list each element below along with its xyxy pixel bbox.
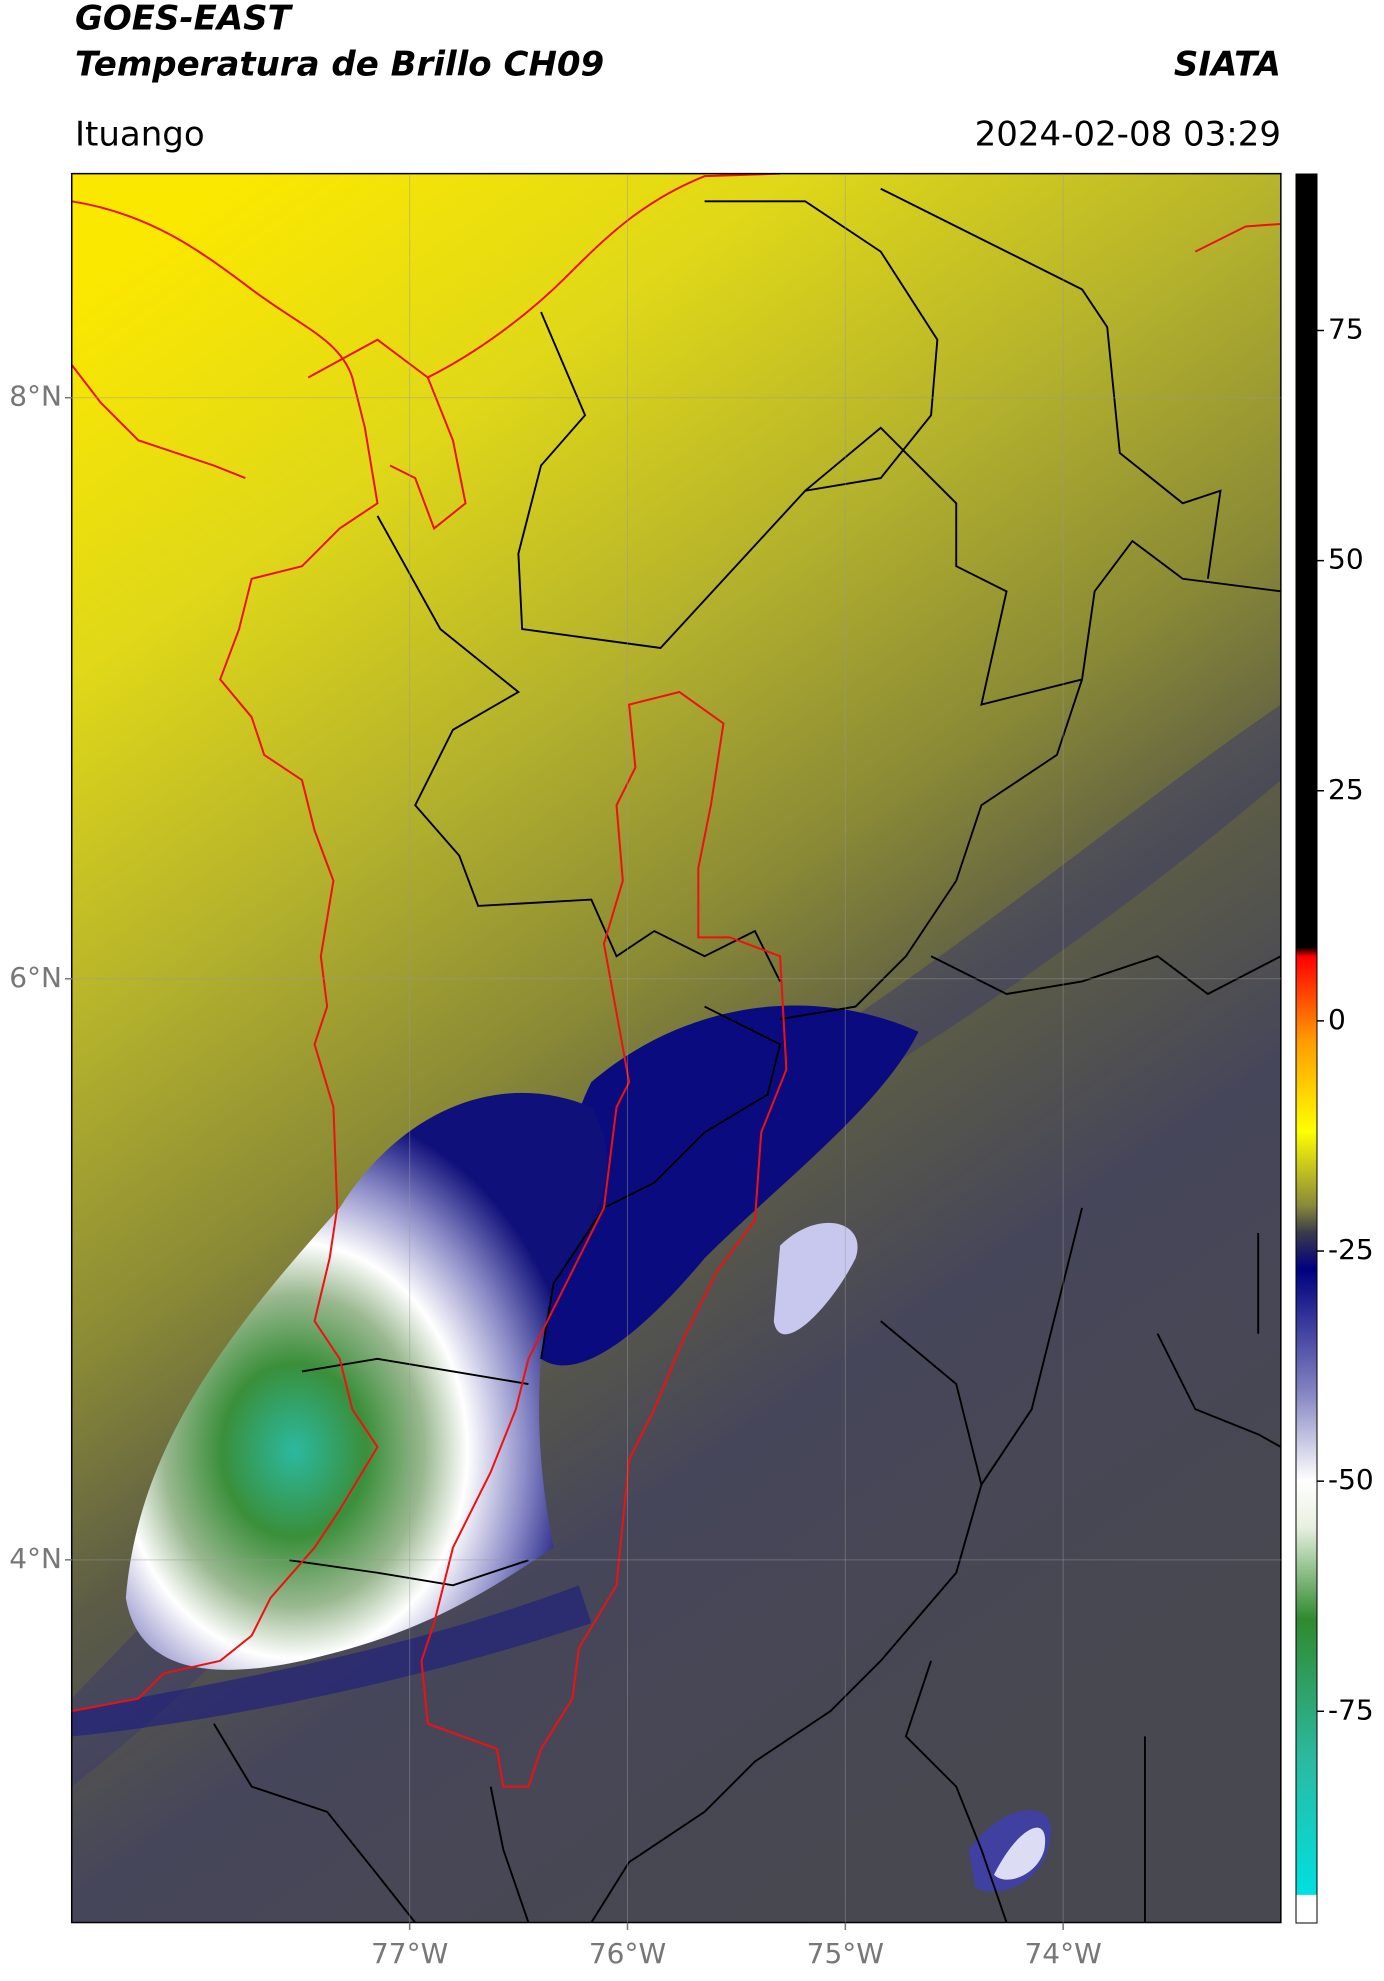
colorbar-tick-label: 25 — [1328, 773, 1364, 806]
colorbar-tick-label: -50 — [1328, 1463, 1374, 1496]
colorbar-tick-label: -25 — [1328, 1233, 1374, 1266]
lat-tick-label: 6°N — [9, 961, 62, 994]
colorbar-tick-label: 50 — [1328, 543, 1364, 576]
datetime: 2024-02-08 03:29 — [975, 115, 1281, 155]
title: GOES-EAST — [75, 0, 294, 39]
lon-tick-label: 76°W — [589, 1937, 666, 1970]
lon-tick-label: 74°W — [1024, 1937, 1101, 1970]
colorbar-tick-label: 75 — [1328, 312, 1364, 345]
lon-tick-label: 77°W — [371, 1937, 448, 1970]
subtitle: Temperatura de Brillo CH09 — [75, 45, 604, 85]
colorbar-scale — [1295, 173, 1318, 1924]
region: Ituango — [75, 115, 205, 155]
source: SIATA — [1174, 45, 1281, 85]
lon-tick-label: 75°W — [807, 1937, 884, 1970]
colorbar: 75 50 25 0 -25 -50 -75 — [1295, 173, 1374, 1924]
colorbar-tick-label: -75 — [1328, 1693, 1374, 1726]
grid: 8°N 6°N 4°N 77°W 76°W 75°W 74°W — [9, 174, 1281, 1970]
lat-tick-label: 4°N — [9, 1542, 62, 1575]
colorbar-tick-label: 0 — [1328, 1003, 1346, 1036]
map-image — [70, 172, 1282, 1924]
lat-tick-label: 8°N — [9, 380, 62, 413]
